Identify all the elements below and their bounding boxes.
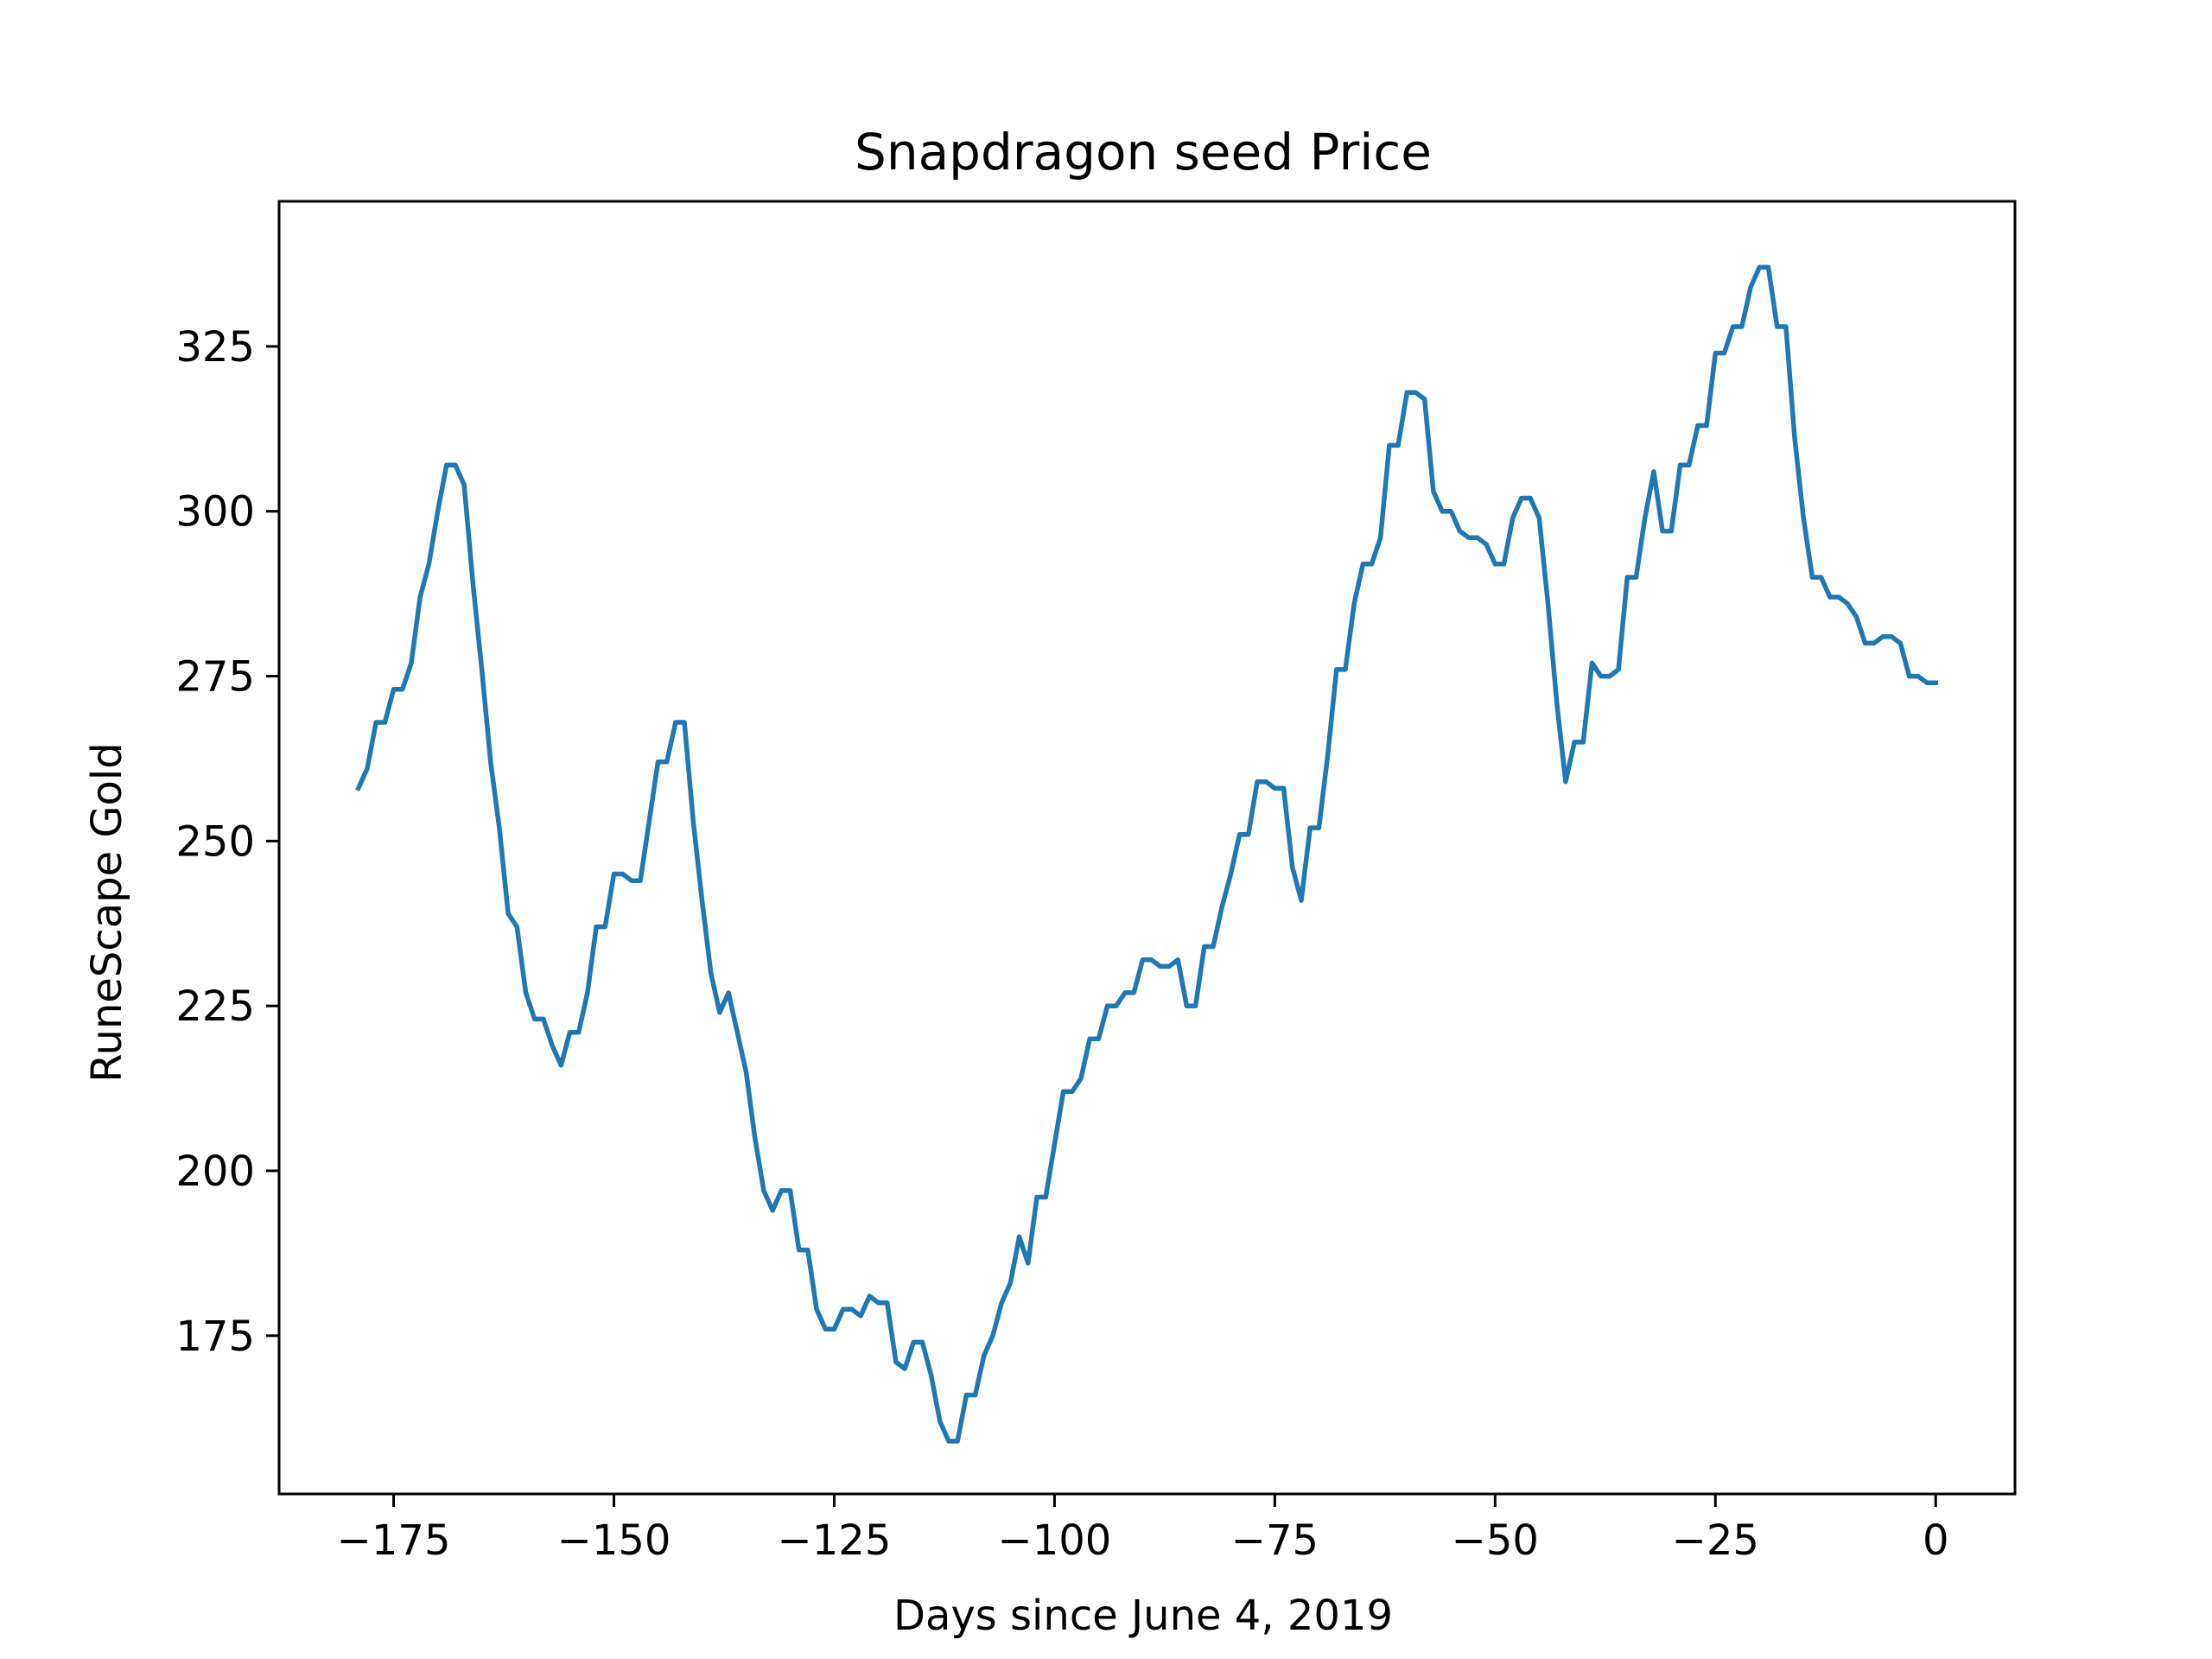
y-tick-label: 300 [175, 488, 255, 537]
x-tick-label: −100 [997, 1516, 1111, 1565]
y-tick-label: 200 [175, 1147, 255, 1196]
plot-area [277, 200, 2017, 1496]
x-tick-label: −75 [1231, 1516, 1319, 1565]
x-tick-label: −25 [1672, 1516, 1759, 1565]
x-tick-label: −150 [557, 1516, 671, 1565]
price-line [355, 264, 1938, 1444]
y-tick-label: 275 [175, 653, 255, 702]
x-tick-label: 0 [1923, 1516, 1949, 1565]
x-axis: −175 −150 −125 −100 −75 −50 −25 0 [337, 1494, 1949, 1565]
y-axis: 175 200 225 250 275 300 325 [175, 323, 279, 1361]
x-tick-label: −125 [778, 1516, 892, 1565]
x-tick-label: −50 [1452, 1516, 1539, 1565]
y-axis-label: RuneScape Gold [83, 742, 131, 1082]
y-tick-label: 325 [175, 323, 255, 372]
y-tick-label: 175 [175, 1313, 255, 1361]
y-tick-label: 225 [175, 982, 255, 1031]
chart-title: Snapdragon seed Price [855, 123, 1432, 181]
x-tick-label: −175 [337, 1516, 451, 1565]
y-tick-label: 250 [175, 817, 255, 866]
x-axis-label: Days since June 4, 2019 [893, 1592, 1393, 1640]
